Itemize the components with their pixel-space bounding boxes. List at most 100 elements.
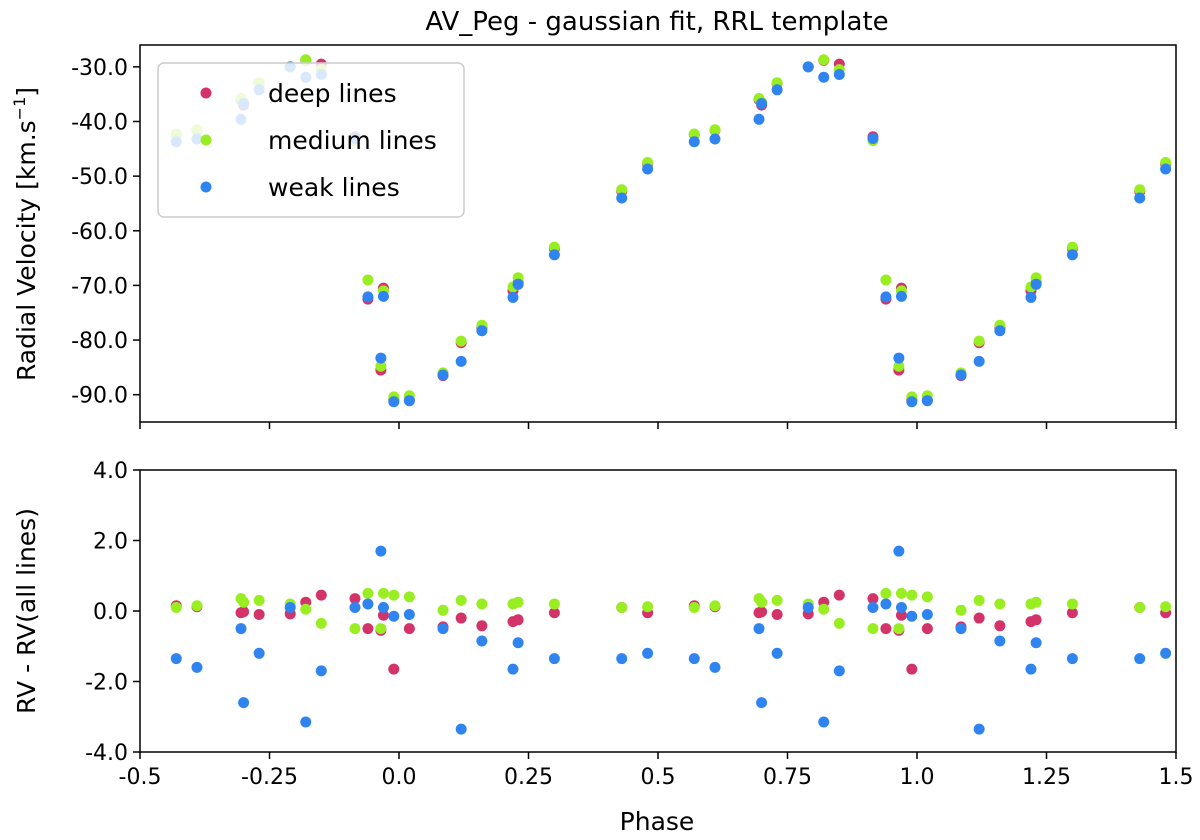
bottom-point-medium [403,591,415,603]
bottom-point-medium [955,604,967,616]
bottom-point-deep [1030,614,1042,626]
top-point-weak [476,325,488,337]
bottom-point-weak [437,623,449,635]
top-y-tick-label: -30.0 [71,56,128,81]
bottom-point-deep [253,609,265,621]
bottom-y-tick-label: 0.0 [93,600,128,625]
bottom-point-deep [867,593,879,605]
bottom-point-weak [349,601,361,613]
bottom-point-medium [893,623,905,635]
bottom-point-weak [1066,653,1078,665]
bottom-point-medium [1134,601,1146,613]
x-tick-label: 0.25 [504,765,553,790]
bottom-x-ticks: -0.5 -0.25 0.0 0.25 0.5 0.75 1.0 1.25 1.5 [119,752,1194,790]
top-point-medium [1066,241,1078,253]
top-point-weak [1134,192,1146,204]
bottom-point-weak [362,598,374,610]
bottom-point-medium [921,591,933,603]
bottom-point-medium [1160,601,1172,613]
bottom-point-weak [284,601,296,613]
top-point-weak [771,84,783,96]
bottom-point-weak [867,601,879,613]
bottom-point-weak [170,653,182,665]
x-tick-label: -0.5 [119,765,162,790]
bottom-point-weak [375,545,387,557]
bottom-point-weak [455,723,467,735]
top-point-weak [403,395,415,407]
bottom-point-weak [802,601,814,613]
bottom-point-deep [895,609,907,621]
bottom-y-axis-label: RV - RV(all lines) [12,508,41,714]
bottom-plot-frame [139,469,1177,753]
bottom-point-medium [709,600,721,612]
bottom-point-deep [833,589,845,601]
bottom-point-medium [642,601,654,613]
bottom-point-weak [753,623,765,635]
top-point-weak [362,291,374,303]
top-point-weak [867,132,879,144]
bottom-point-medium [437,604,449,616]
bottom-y-tick-label: -2.0 [85,671,128,696]
bottom-point-weak [880,598,892,610]
top-point-weak [802,61,814,73]
top-point-medium [893,360,905,372]
bottom-point-weak [1030,637,1042,649]
top-point-weak [833,69,845,80]
bottom-point-medium [880,587,892,599]
top-point-weak [1066,249,1078,261]
bottom-point-deep [756,606,768,618]
top-y-axis-label: Radial Velocity [km.s−1] [10,87,41,381]
bottom-point-deep [880,623,892,635]
bottom-point-weak [709,661,721,673]
top-point-weak [973,355,985,367]
bottom-y-tick-label: -4.0 [85,741,128,766]
legend-label-weak: weak lines [268,173,400,202]
top-point-medium [375,360,387,372]
bottom-point-deep [1066,607,1078,619]
top-point-weak [994,325,1006,337]
bottom-point-medium [170,601,182,613]
bottom-point-weak [388,610,400,622]
bottom-point-weak [756,697,768,709]
bottom-point-medium [818,603,830,615]
bottom-point-weak [1025,663,1037,675]
top-point-weak [642,163,654,175]
bottom-point-medium [833,617,845,629]
bottom-panel-points [170,545,1172,735]
bottom-point-weak [642,647,654,659]
top-point-weak [1160,163,1172,175]
top-plot-frame [139,44,1177,423]
top-y-tick-label: -90.0 [71,384,128,409]
top-y-tick-label: -80.0 [71,329,128,354]
x-tick-label: 1.0 [900,765,935,790]
top-point-medium [973,335,985,347]
bottom-point-weak [1160,647,1172,659]
bottom-point-medium [362,587,374,599]
bottom-point-medium [1066,598,1078,610]
bottom-point-medium [300,603,312,615]
bottom-point-medium [238,596,250,608]
x-tick-label: 1.5 [1159,765,1194,790]
legend-label-medium: medium lines [268,126,437,155]
top-y-tick-label: -70.0 [71,274,128,299]
bottom-point-weak [191,661,203,673]
bottom-point-weak [818,716,830,728]
bottom-point-weak [548,653,560,665]
x-tick-label: 1.25 [1022,765,1071,790]
top-panel: -30.0 -40.0 -50.0 -60.0 -70.0 -80.0 -90.0 Radi… [10,44,1177,429]
bottom-point-medium [377,587,389,599]
bottom-point-weak [253,647,265,659]
bottom-point-weak [771,647,783,659]
bottom-point-weak [300,716,312,728]
top-point-weak [880,291,892,303]
bottom-point-medium [512,596,524,608]
top-point-weak [455,355,467,367]
top-point-medium [616,184,628,196]
top-point-weak [375,352,387,364]
bottom-point-medium [688,601,700,613]
bottom-point-weak [507,663,519,675]
bottom-point-weak [921,609,933,621]
bottom-point-weak [238,697,250,709]
top-point-weak [507,291,519,303]
